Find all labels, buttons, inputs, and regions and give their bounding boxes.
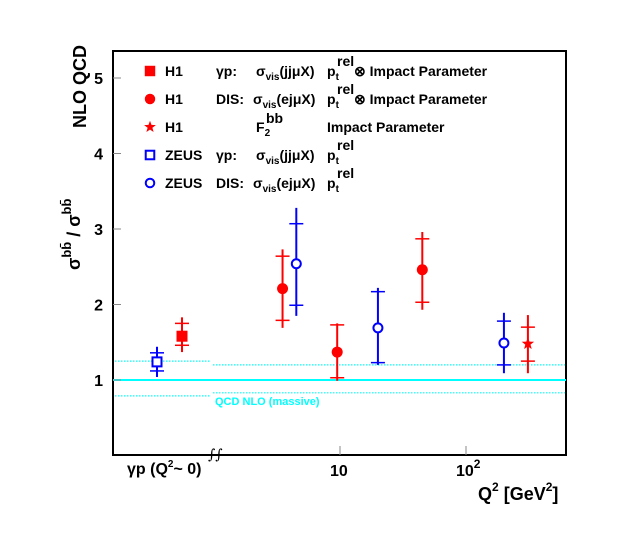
y-title-num-sup: bb̄ [59,242,74,258]
legend-method-sup: rel [337,137,354,153]
legend-experiment: H1 [165,119,183,135]
legend-extra: ⊗ Impact Parameter [354,91,488,107]
y-tick-label: 4 [94,147,103,164]
legend-experiment: ZEUS [165,147,202,163]
legend-method: pt [327,63,340,83]
qcd-nlo-band [113,360,566,397]
y-tick-label: 1 [94,373,103,390]
point-marker [290,258,302,270]
legend-method: pt [327,147,340,167]
legend-experiment: H1 [165,91,183,107]
legend-process: γp: [216,147,237,163]
point-marker [498,337,510,349]
svg-text:σbb̄ / σbb̄: σbb̄ / σbb̄ [59,198,84,270]
y-title-den-sup: bb̄ [59,198,74,214]
legend-method: pt [327,91,340,111]
gamma-p-label: γp (Q2~ 0) [127,459,201,478]
y-axis-ticks: 1 2 3 4 5 [94,71,121,390]
legend-process: γp: [216,63,237,79]
legend-process: DIS: [216,91,244,107]
qcd-nlo-label: QCD NLO (massive) [215,396,320,408]
y-tick-label: 5 [94,71,103,88]
y-title-num: σ [64,258,84,270]
data-points [150,207,535,381]
legend-extra: Impact Parameter [327,119,445,135]
x-title-unit-close: ] [552,484,558,504]
x-title-main: Q [478,484,492,504]
legend-observable: σvis(jjμX) [256,63,315,83]
gamma-p-label-sup: 2 [168,459,174,470]
legend-observable: σvis(ejμX) [253,91,315,111]
y-tick-label: 3 [94,222,103,239]
legend-method-sup: rel [337,53,354,69]
gamma-p-label-pre: γp (Q [127,461,168,478]
legend-marker [144,149,156,161]
data-point-h1-filled-circle [330,323,345,381]
legend-method: pt [327,175,340,195]
gamma-p-label-post: ~ 0) [173,461,201,478]
x-axis-ticks: 10 102 [330,446,481,480]
legend-observable: σvis(ejμX) [253,175,315,195]
legend-experiment: ZEUS [165,175,202,191]
data-point-zeus-open-circle [289,207,304,316]
data-point-h1-filled-square [175,317,189,353]
data-point-zeus-open-circle [496,312,511,374]
data-point-h1-filled-circle [415,232,430,310]
legend-marker [144,120,156,132]
point-marker [416,264,428,276]
legend-process: DIS: [216,175,244,191]
point-marker [277,283,289,295]
legend-observable: F2 [256,119,271,139]
y-title-den-sub: NLO QCD [70,45,90,128]
x-title-unit-sup: 2 [546,480,553,494]
legend-method-sup: rel [337,81,354,97]
x-title-sup: 2 [492,480,499,494]
data-point-h1-filled-circle [275,249,290,328]
plot-frame [112,50,567,456]
y-title-den: σ [64,214,84,226]
y-axis-title: σbb̄ / σbb̄ NLO QCD [59,45,90,270]
point-marker [151,356,163,368]
legend-observable: σvis(jjμX) [256,147,315,167]
x-axis-title: Q2 [GeV2] [478,480,558,504]
x-title-unit-open: [GeV [499,484,546,504]
legend-method-sup: rel [337,165,354,181]
legend-extra: ⊗ Impact Parameter [354,63,488,79]
legend-experiment: H1 [165,63,183,79]
point-marker [176,330,188,342]
data-point-zeus-open-square [150,346,164,377]
legend-marker [144,65,156,77]
y-title-sep: / [64,227,84,242]
data-point-zeus-open-circle [370,287,385,365]
axis-break-symbol: ∫∫ [208,447,223,463]
x-tick-label: 10 [330,463,348,480]
legend-marker [144,177,156,189]
point-marker [521,337,535,349]
y-tick-label: 2 [94,298,103,315]
point-marker [331,346,343,358]
legend-observable-sup: bb [266,110,283,126]
data-point-h1-star [520,315,535,374]
legend-marker [144,93,156,105]
x-tick-label: 102 [456,457,481,480]
point-marker [372,322,384,334]
